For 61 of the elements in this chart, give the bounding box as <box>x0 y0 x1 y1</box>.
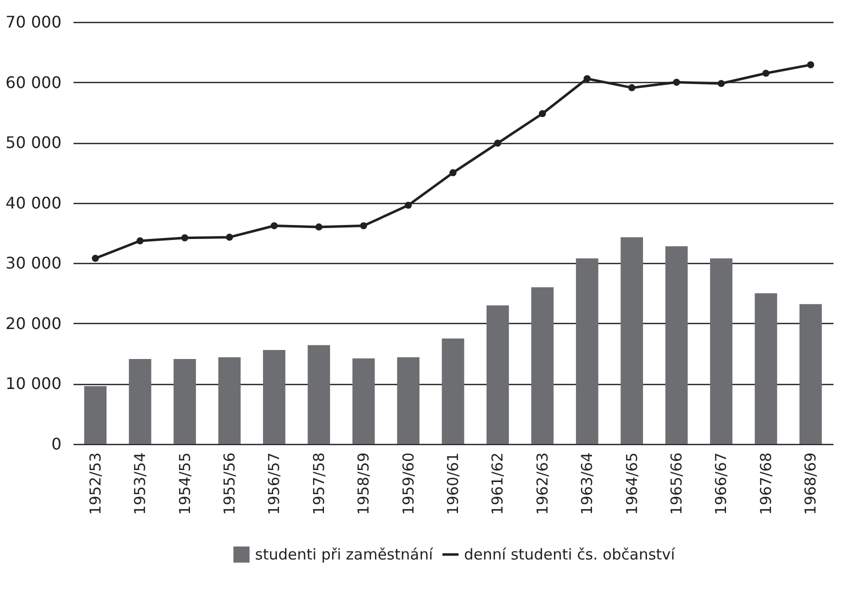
x-tick-label: 1954/55 <box>176 452 194 515</box>
legend-label: studenti při zaměstnání <box>255 546 434 564</box>
x-tick-label: 1962/63 <box>533 452 552 515</box>
bar <box>576 258 598 444</box>
bar <box>218 357 241 444</box>
point <box>584 75 591 82</box>
point <box>718 80 725 88</box>
legend-label: denní studenti čs. občanství <box>464 546 676 564</box>
bar <box>174 358 196 444</box>
bar <box>799 304 822 444</box>
x-tick-label: 1961/62 <box>488 452 507 515</box>
x-tick-label: 1956/57 <box>265 452 284 515</box>
point <box>360 222 368 230</box>
point <box>315 223 322 230</box>
bar <box>128 358 152 444</box>
bar <box>308 345 330 444</box>
point <box>226 234 234 241</box>
bar <box>531 287 554 444</box>
bar <box>710 258 732 444</box>
bar <box>263 350 286 444</box>
y-tick-label: 20 000 <box>6 314 62 333</box>
y-tick-label: 30 000 <box>6 254 62 273</box>
x-tick-label: 1966/67 <box>712 452 730 515</box>
bar <box>620 237 643 444</box>
point <box>449 169 457 176</box>
y-tick-label: 10 000 <box>6 374 62 394</box>
bar <box>486 305 509 444</box>
point <box>628 84 636 92</box>
point <box>92 254 99 262</box>
x-tick-label: 1957/58 <box>310 452 328 515</box>
y-tick-label: 50 000 <box>6 133 62 152</box>
bar <box>352 358 375 444</box>
point <box>181 234 188 242</box>
bar <box>397 357 420 444</box>
x-tick-label: 1960/61 <box>444 452 462 515</box>
x-tick-label: 1952/53 <box>86 452 104 515</box>
x-tick-label: 1964/65 <box>622 452 641 515</box>
point <box>672 78 680 86</box>
point <box>270 222 278 230</box>
y-tick-label: 70 000 <box>6 12 62 32</box>
y-tick-label: 60 000 <box>6 72 62 92</box>
bar <box>84 386 107 444</box>
x-tick-label: 1963/64 <box>578 452 596 515</box>
x-tick-label: 1967/68 <box>756 452 775 515</box>
bar <box>442 338 464 444</box>
x-tick-label: 1968/69 <box>802 452 820 515</box>
x-tick-label: 1965/66 <box>668 452 686 515</box>
x-tick-label: 1953/54 <box>131 452 150 515</box>
y-tick-label: 40 000 <box>6 193 62 212</box>
point <box>494 140 502 147</box>
point <box>807 61 814 68</box>
y-tick-label: 0 <box>51 434 62 454</box>
point <box>762 70 770 77</box>
bar <box>665 246 688 444</box>
point <box>136 237 144 244</box>
x-tick-label: 1958/59 <box>354 452 373 515</box>
point <box>538 110 546 118</box>
x-tick-label: 1955/56 <box>220 452 238 515</box>
x-tick-label: 1959/60 <box>399 452 418 515</box>
bar <box>754 293 778 444</box>
point <box>404 202 412 209</box>
